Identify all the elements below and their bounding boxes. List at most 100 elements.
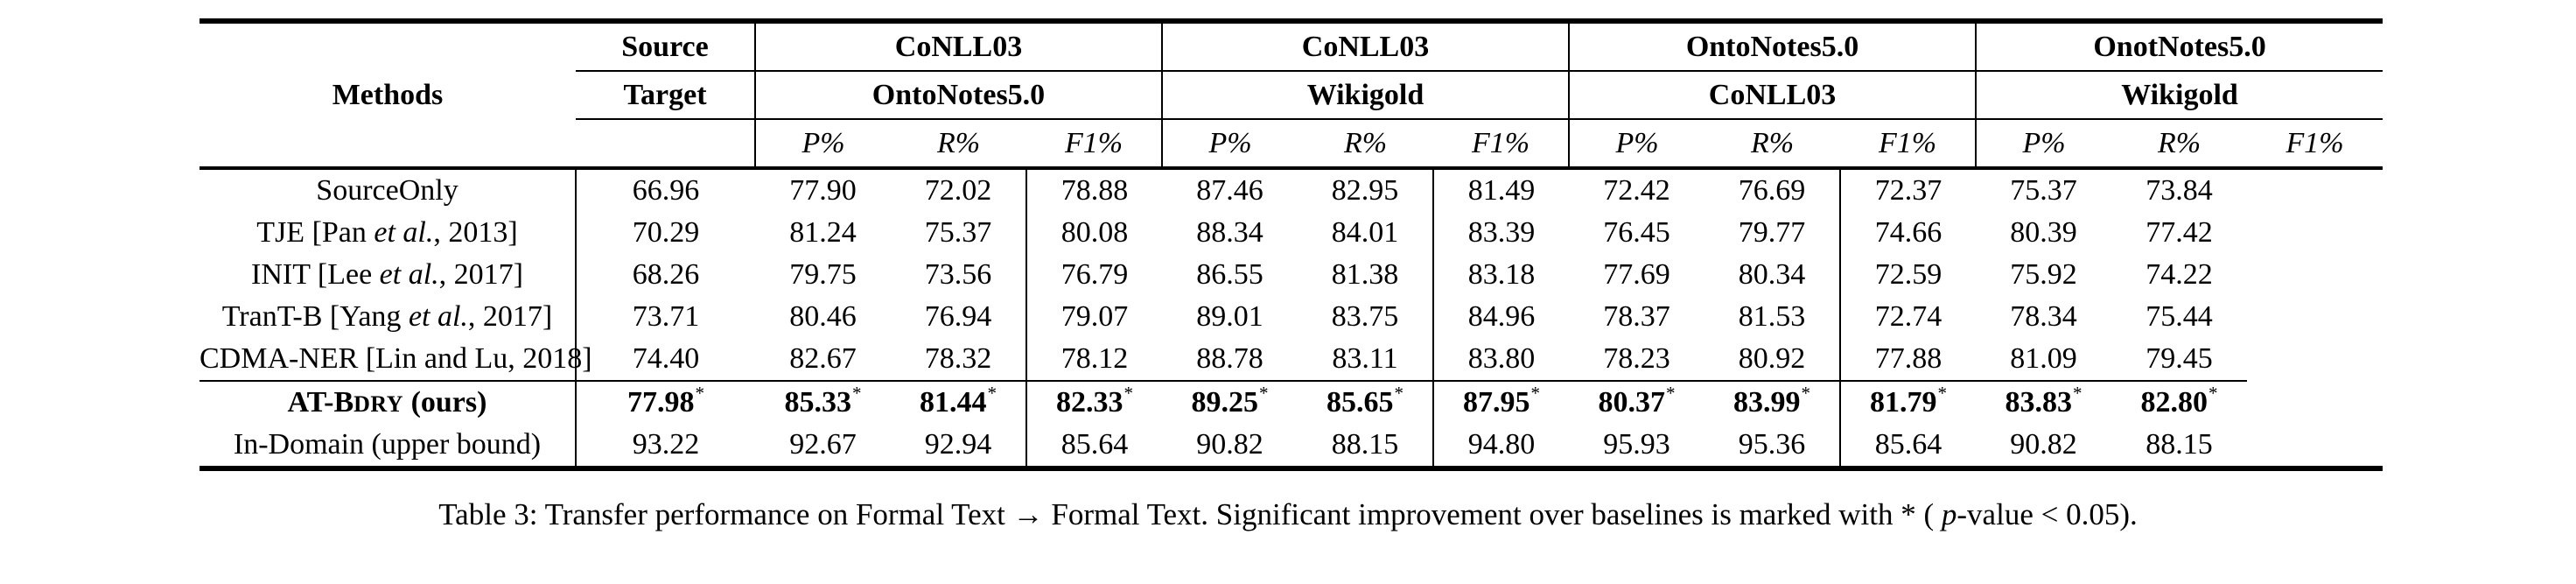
- value: 78.37: [1603, 300, 1670, 333]
- table-row: AT-BDRY (ours) 77.98* 85.33* 81.44* 82.33* 89…: [200, 380, 2383, 424]
- metric-f1: F1%: [1026, 119, 1162, 170]
- value: 82.33: [1056, 386, 1124, 419]
- significance-star: *: [1259, 383, 1269, 404]
- value-cell: 93.22: [575, 424, 755, 468]
- value-cell: 84.01: [1298, 212, 1433, 254]
- value: 83.18: [1467, 258, 1536, 291]
- metric-p: P%: [1568, 119, 1704, 170]
- value-cell: 75.92: [1976, 254, 2111, 296]
- caption-p-symbol: p: [1941, 497, 1957, 531]
- value-cell: 82.33*: [1026, 380, 1162, 424]
- value: 82.95: [1331, 174, 1399, 207]
- method-name-part: TranT-B [Yang: [221, 300, 409, 333]
- value-cell: 81.44*: [891, 380, 1026, 424]
- value: 80.08: [1060, 216, 1129, 249]
- value-cell: 76.69: [1704, 168, 1840, 212]
- value-cell: 73.71: [575, 296, 755, 338]
- value-cell: 73.56: [891, 254, 1026, 296]
- value-cell: 83.11: [1298, 338, 1433, 381]
- value: 72.37: [1874, 174, 1942, 207]
- value-cell: 88.15: [1298, 424, 1433, 468]
- group1-target: OntoNotes5.0: [754, 71, 1162, 120]
- method-name-part: AT-B: [287, 386, 354, 419]
- metric-r: R%: [891, 119, 1026, 170]
- value: 73.84: [2146, 174, 2213, 207]
- significance-star: *: [2073, 383, 2082, 404]
- value: 75.37: [2010, 174, 2077, 207]
- value: 83.75: [1331, 300, 1399, 333]
- table-row: CDMA-NER [Lin and Lu, 2018] 74.40 82.67 78.…: [200, 338, 2383, 381]
- source-label: Source: [576, 21, 755, 72]
- value-cell: 81.38: [1298, 254, 1433, 296]
- value: 81.53: [1738, 300, 1806, 333]
- header-target-row: Target OntoNotes5.0 Wikigold CoNLL03 Wik…: [200, 71, 2384, 120]
- value-cell: 81.24: [755, 212, 891, 254]
- value: 83.83: [2005, 386, 2073, 419]
- metric-f1: F1%: [2247, 119, 2384, 170]
- value: 76.45: [1603, 216, 1670, 249]
- value-cell: 95.36: [1704, 424, 1840, 468]
- significance-star: *: [852, 383, 862, 404]
- value: 89.25: [1191, 386, 1259, 419]
- metric-r: R%: [2111, 119, 2248, 170]
- value: 87.95: [1463, 386, 1530, 419]
- value: 70.29: [632, 216, 700, 249]
- value-cell: 82.80*: [2111, 380, 2248, 424]
- method-name-part: INIT [Lee: [251, 258, 380, 291]
- value-cell: 88.34: [1162, 212, 1298, 254]
- value: 83.99: [1733, 386, 1801, 419]
- value: 95.36: [1738, 428, 1806, 461]
- value: 92.94: [924, 428, 992, 461]
- value-cell: 72.74: [1838, 296, 1977, 338]
- value: 77.98: [627, 386, 695, 419]
- value: 75.44: [2146, 300, 2213, 333]
- value: 88.15: [1331, 428, 1399, 461]
- value: 76.69: [1738, 174, 1806, 207]
- value: 86.55: [1196, 258, 1264, 291]
- significance-star: *: [1124, 383, 1134, 404]
- significance-star: *: [1666, 383, 1676, 404]
- method-name: CDMA-NER [Lin and Lu, 2018]: [200, 338, 592, 381]
- table-row: TJE [Pan et al., 2013] 70.29 81.24 75.37 80.…: [200, 212, 2383, 254]
- value-cell: 85.33*: [755, 380, 891, 424]
- value: 80.46: [789, 300, 857, 333]
- method-name: In-Domain (upper bound): [200, 424, 576, 468]
- group4-target: Wikigold: [1975, 71, 2384, 120]
- group3-source: OntoNotes5.0: [1567, 21, 1977, 72]
- value: 66.96: [632, 174, 700, 207]
- value: 81.24: [789, 216, 857, 249]
- method-name-part: et al.: [379, 258, 439, 291]
- value: 77.42: [2146, 216, 2213, 249]
- value: 78.23: [1603, 342, 1670, 375]
- value: 88.34: [1196, 216, 1264, 249]
- value: 72.74: [1874, 300, 1942, 333]
- value-cell: 80.46: [755, 296, 891, 338]
- value-cell: 79.45: [2111, 338, 2247, 381]
- value-cell: 80.34: [1704, 254, 1840, 296]
- value-cell: 86.55: [1162, 254, 1298, 296]
- value: 82.67: [789, 342, 857, 375]
- value-cell: 74.22: [2111, 254, 2247, 296]
- table-row: In-Domain (upper bound) 93.22 92.67 92.94 85…: [200, 424, 2383, 468]
- value: 81.49: [1467, 174, 1536, 207]
- value: 85.65: [1326, 386, 1394, 419]
- value: 84.96: [1467, 300, 1536, 333]
- value: 74.66: [1874, 216, 1942, 249]
- value-cell: 83.39: [1432, 212, 1569, 254]
- table-row: INIT [Lee et al., 2017] 68.26 79.75 73.56 76…: [200, 254, 2383, 296]
- value-cell: 68.26: [575, 254, 755, 296]
- method-name-part: , 2017]: [438, 258, 523, 291]
- value: 88.78: [1196, 342, 1264, 375]
- method-name: SourceOnly: [200, 168, 576, 212]
- value: 73.56: [924, 258, 992, 291]
- empty-cell: [576, 119, 755, 170]
- value: 85.64: [1060, 428, 1129, 461]
- value-cell: 75.44: [2111, 296, 2247, 338]
- table-row: TranT-B [Yang et al., 2017] 73.71 80.46 76.…: [200, 296, 2383, 338]
- value: 94.80: [1467, 428, 1536, 461]
- value-cell: 82.95: [1298, 168, 1433, 212]
- significance-star: *: [695, 383, 705, 404]
- caption-text-after: -value < 0.05).: [1956, 497, 2138, 531]
- method-name: TranT-B [Yang et al., 2017]: [200, 296, 576, 338]
- value: 80.92: [1738, 342, 1806, 375]
